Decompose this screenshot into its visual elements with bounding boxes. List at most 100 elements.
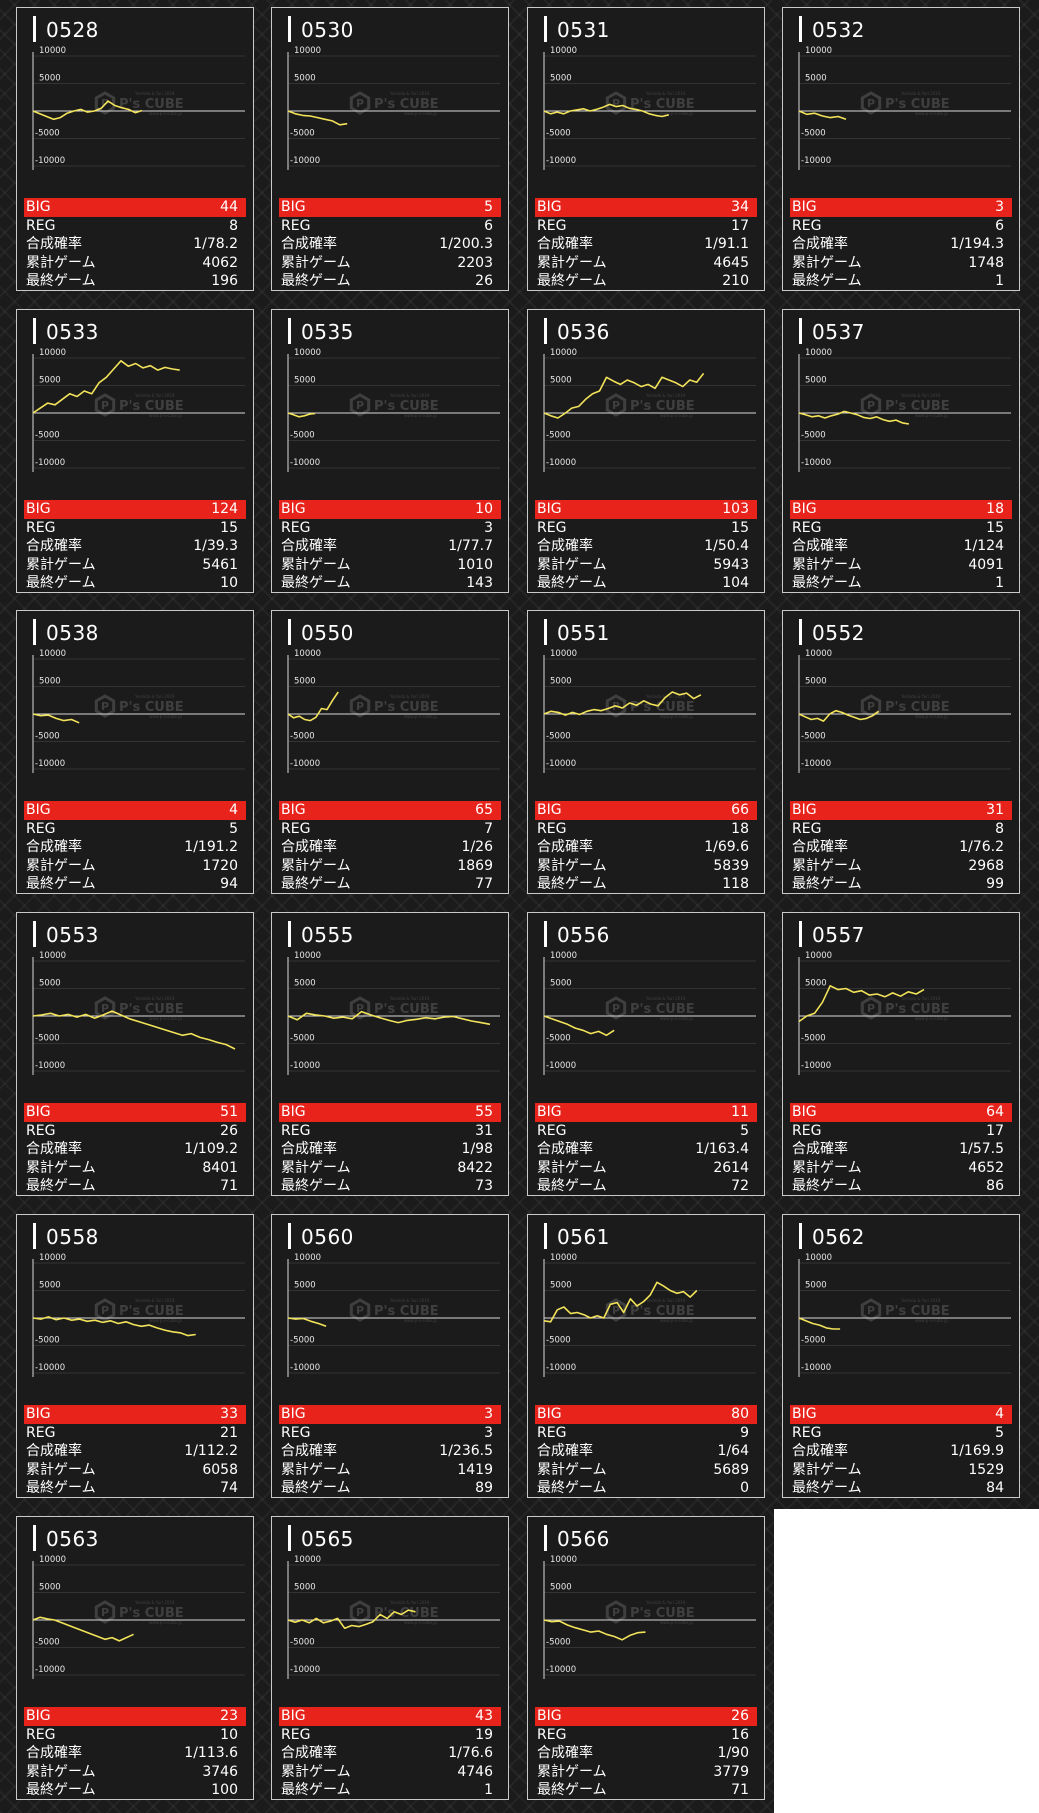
slump-line (32, 1616, 134, 1642)
y-tick-label: 5000 (550, 74, 572, 84)
reg-count-row: REG 3 (279, 519, 501, 538)
big-count-row: BIG 18 (790, 500, 1012, 519)
y-tick-label: 5000 (39, 74, 61, 84)
slump-line (798, 1317, 841, 1330)
last-games-label: 最終ゲーム (281, 876, 351, 892)
machine-card-0551[interactable]: 0551 P P's CUBE Yoshida & Yuri 2019 www.p-s-… (527, 610, 765, 894)
combined-probability-row: 合成確率 1/26 (279, 838, 501, 857)
reg-count-row: REG 10 (24, 1726, 246, 1745)
total-games-row: 累計ゲーム 8401 (24, 1159, 246, 1178)
total-games-value: 3746 (202, 1763, 238, 1780)
machine-number: 0550 (288, 619, 354, 645)
reg-count-value: 26 (220, 1122, 238, 1139)
combined-probability-label: 合成確率 (537, 839, 593, 855)
watermark-tagline: Yoshida & Yuri 2019 (389, 694, 430, 699)
big-count-value: 26 (731, 1708, 749, 1724)
y-tick-label: -10000 (290, 1665, 320, 1675)
total-games-row: 累計ゲーム 1010 (279, 556, 501, 575)
machine-card-0563[interactable]: 0563 P P's CUBE Yoshida & Yuri 2019 www.p-s-… (16, 1516, 254, 1800)
reg-count-value: 9 (740, 1424, 749, 1441)
machine-card-0533[interactable]: 0533 P P's CUBE Yoshida & Yuri 2019 www.p-s-… (16, 309, 254, 593)
y-tick-label: -10000 (35, 458, 65, 468)
big-count-label: BIG (792, 501, 817, 517)
machine-card-0552[interactable]: 0552 P P's CUBE Yoshida & Yuri 2019 www.p-s-… (782, 610, 1020, 894)
stats-table: BIG 103 REG 15 合成確率 1/50.4 累計ゲーム 5943 最終ゲーム 104 (535, 500, 757, 593)
machine-card-0566[interactable]: 0566 P P's CUBE Yoshida & Yuri 2019 www.p-s-… (527, 1516, 765, 1800)
last-games-row: 最終ゲーム 1 (790, 272, 1012, 291)
last-games-value: 84 (986, 1480, 1004, 1496)
slump-line (32, 1316, 196, 1337)
watermark-brand: P's CUBE (374, 700, 439, 715)
total-games-label: 累計ゲーム (26, 857, 96, 874)
big-count-value: 23 (220, 1708, 238, 1724)
machine-card-0530[interactable]: 0530 P P's CUBE Yoshida & Yuri 2019 www.p-s-… (271, 7, 509, 291)
total-games-row: 累計ゲーム 2968 (790, 857, 1012, 876)
machine-card-0532[interactable]: 0532 P P's CUBE Yoshida & Yuri 2019 www.p-s-… (782, 7, 1020, 291)
slump-line (32, 100, 143, 121)
last-games-row: 最終ゲーム 118 (535, 875, 757, 894)
slump-line (287, 412, 316, 418)
machine-card-0537[interactable]: 0537 P P's CUBE Yoshida & Yuri 2019 www.p-s-… (782, 309, 1020, 593)
machine-card-0560[interactable]: 0560 P P's CUBE Yoshida & Yuri 2019 www.p-s-… (271, 1214, 509, 1498)
svg-text:P: P (612, 1304, 620, 1317)
combined-probability-row: 合成確率 1/57.5 (790, 1140, 1012, 1159)
machine-card-0555[interactable]: 0555 P P's CUBE Yoshida & Yuri 2019 www.p-s-… (271, 912, 509, 1196)
big-count-value: 80 (731, 1406, 749, 1422)
machine-card-0558[interactable]: 0558 P P's CUBE Yoshida & Yuri 2019 www.p-s-… (16, 1214, 254, 1498)
machine-card-0557[interactable]: 0557 P P's CUBE Yoshida & Yuri 2019 www.p-s-… (782, 912, 1020, 1196)
combined-probability-label: 合成確率 (537, 1141, 593, 1157)
total-games-value: 5943 (713, 556, 749, 573)
reg-count-label: REG (281, 1122, 311, 1139)
total-games-label: 累計ゲーム (537, 1763, 607, 1780)
total-games-row: 累計ゲーム 1529 (790, 1461, 1012, 1480)
big-count-label: BIG (792, 1406, 817, 1422)
machine-card-0553[interactable]: 0553 P P's CUBE Yoshida & Yuri 2019 www.p-s-… (16, 912, 254, 1196)
total-games-value: 4652 (968, 1159, 1004, 1176)
machine-card-0565[interactable]: 0565 P P's CUBE Yoshida & Yuri 2019 www.p-s-… (271, 1516, 509, 1800)
machine-card-0538[interactable]: 0538 P P's CUBE Yoshida & Yuri 2019 www.p-s-… (16, 610, 254, 894)
machine-card-0556[interactable]: 0556 P P's CUBE Yoshida & Yuri 2019 www.p-s-… (527, 912, 765, 1196)
last-games-row: 最終ゲーム 71 (535, 1781, 757, 1800)
machine-card-0561[interactable]: 0561 P P's CUBE Yoshida & Yuri 2019 www.p-s-… (527, 1214, 765, 1498)
combined-probability-value: 1/169.9 (950, 1443, 1004, 1459)
total-games-value: 8401 (202, 1159, 238, 1176)
slump-line (287, 1609, 416, 1630)
y-tick-label: -10000 (290, 1061, 320, 1071)
total-games-row: 累計ゲーム 1869 (279, 857, 501, 876)
total-games-row: 累計ゲーム 8422 (279, 1159, 501, 1178)
combined-probability-value: 1/39.3 (193, 538, 238, 554)
big-count-value: 34 (731, 199, 749, 215)
total-games-label: 累計ゲーム (281, 1159, 351, 1176)
machine-card-0562[interactable]: 0562 P P's CUBE Yoshida & Yuri 2019 www.p-s-… (782, 1214, 1020, 1498)
reg-count-value: 6 (995, 217, 1004, 234)
combined-probability-value: 1/57.5 (959, 1141, 1004, 1157)
last-games-label: 最終ゲーム (792, 1178, 862, 1194)
machine-card-0531[interactable]: 0531 P P's CUBE Yoshida & Yuri 2019 www.p-s-… (527, 7, 765, 291)
combined-probability-value: 1/113.6 (184, 1745, 238, 1761)
y-tick-label: -10000 (546, 1363, 576, 1373)
y-tick-label: 5000 (294, 1583, 316, 1593)
last-games-value: 71 (220, 1178, 238, 1194)
reg-count-value: 5 (995, 1424, 1004, 1441)
svg-text:P: P (101, 700, 109, 713)
machine-card-0550[interactable]: 0550 P P's CUBE Yoshida & Yuri 2019 www.p-s-… (271, 610, 509, 894)
machine-card-0535[interactable]: 0535 P P's CUBE Yoshida & Yuri 2019 www.p-s-… (271, 309, 509, 593)
big-count-label: BIG (26, 1104, 51, 1120)
big-count-value: 4 (229, 802, 238, 818)
machine-number: 0531 (544, 16, 610, 42)
stats-table: BIG 124 REG 15 合成確率 1/39.3 累計ゲーム 5461 最終ゲーム 10 (24, 500, 246, 593)
y-tick-label: -10000 (801, 156, 831, 166)
y-tick-label: 5000 (294, 677, 316, 687)
reg-count-row: REG 18 (535, 820, 757, 839)
watermark-subtag: www.p-s-cube.jp (149, 1318, 182, 1323)
reg-count-label: REG (792, 519, 822, 536)
machine-card-0536[interactable]: 0536 P P's CUBE Yoshida & Yuri 2019 www.p-s-… (527, 309, 765, 593)
y-tick-label: -5000 (546, 732, 571, 742)
total-games-value: 1419 (457, 1461, 493, 1478)
reg-count-label: REG (26, 1424, 56, 1441)
machine-card-0528[interactable]: 0528 P P's CUBE Yoshida & Yuri 2019 www.p-s-… (16, 7, 254, 291)
stats-table: BIG 34 REG 17 合成確率 1/91.1 累計ゲーム 4645 最終ゲーム 210 (535, 198, 757, 291)
